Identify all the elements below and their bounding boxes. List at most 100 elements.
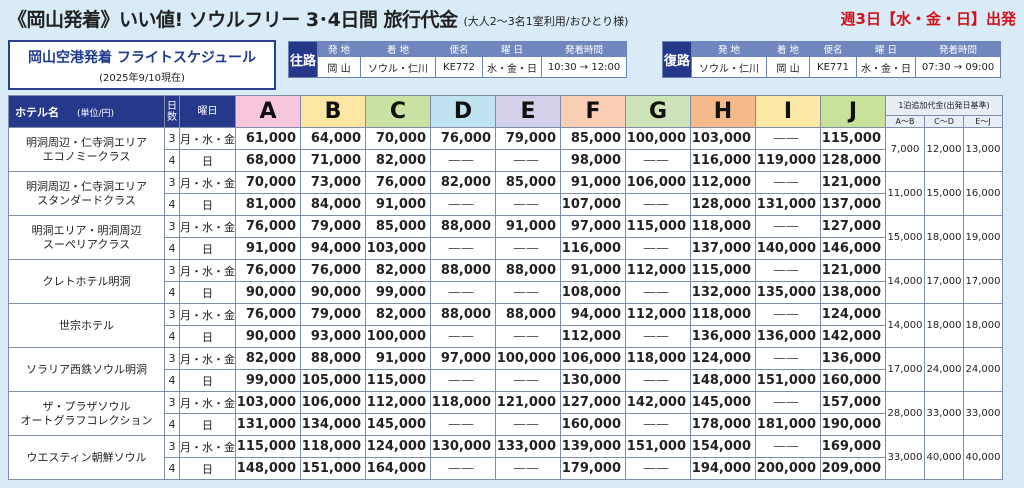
- price-row: 4 日 148,000 151,000 164,000 —— —— 179,000 —— 194,…: [9, 457, 1003, 480]
- price-cell: 121,000: [820, 259, 886, 282]
- price-cell-unavailable: ——: [755, 259, 821, 282]
- price-column-b: B: [300, 95, 366, 128]
- price-column-j: J: [820, 95, 886, 128]
- price-cell-unavailable: ——: [495, 281, 561, 304]
- price-cell-unavailable: ——: [755, 347, 821, 370]
- days-count: 3: [164, 127, 180, 150]
- departure-weekdays: 日: [179, 325, 236, 348]
- col-header-from: 発 地: [691, 41, 767, 57]
- price-row: 明洞周辺・仁寺洞エリア スタンダードクラス 3 月・水・金 70,000 73,000 76…: [8, 171, 1003, 216]
- price-cell: 85,000: [560, 127, 626, 150]
- hotel-name: ソラリア西鉄ソウル明洞: [8, 347, 165, 392]
- price-cell: 107,000: [560, 193, 626, 216]
- price-row: 4 日 90,000 90,000 99,000 —— —— 108,000 —— 132,000…: [9, 281, 1003, 304]
- price-cell: 136,000: [820, 347, 886, 370]
- price-cell: 119,000: [755, 149, 821, 172]
- price-cell: 142,000: [820, 325, 886, 348]
- hotel-name: 明洞エリア・明洞周辺 スーペリアクラス: [8, 215, 165, 260]
- price-cell: 106,000: [300, 391, 366, 414]
- extra-night-price: 24,000: [963, 347, 1003, 392]
- price-cell: 85,000: [495, 171, 561, 194]
- departure-weekdays: 月・水・金: [179, 127, 236, 150]
- price-cell: 137,000: [820, 193, 886, 216]
- price-cell: 61,000: [235, 127, 301, 150]
- price-basis-note: (大人2〜3名1室利用/おひとり様): [463, 15, 629, 28]
- price-cell: 91,000: [235, 237, 301, 260]
- price-cell: 138,000: [820, 281, 886, 304]
- days-header: 日数: [164, 95, 180, 128]
- price-cell: 181,000: [755, 413, 821, 436]
- price-cell: 100,000: [365, 325, 431, 348]
- days-count: 4: [164, 413, 180, 436]
- price-row: 4 日 99,000 105,000 115,000 —— —— 130,000 —— 148,0…: [9, 369, 1003, 392]
- price-cell-unavailable: ——: [495, 457, 561, 480]
- return-to: 岡 山: [766, 56, 810, 78]
- price-cell: 99,000: [235, 369, 301, 392]
- days-count: 3: [164, 171, 180, 194]
- outbound-to: ソウル・仁川: [360, 56, 436, 78]
- price-row: 世宗ホテル 3 月・水・金 76,000 79,000 82,000 88,000 88,00…: [8, 303, 1003, 348]
- price-cell-unavailable: ——: [625, 369, 691, 392]
- col-header-days: 曜 日: [482, 41, 542, 57]
- price-cell-unavailable: ——: [495, 193, 561, 216]
- price-cell: 71,000: [300, 149, 366, 172]
- extra-night-col-header: C〜D: [924, 115, 964, 128]
- price-column-c: C: [365, 95, 431, 128]
- price-cell-unavailable: ——: [625, 281, 691, 304]
- price-cell: 97,000: [430, 347, 496, 370]
- hotel-name: ウエスティン朝鮮ソウル: [8, 435, 165, 480]
- price-cell: 76,000: [365, 171, 431, 194]
- outbound-flight-table: 往路 発 地 着 地 便名 曜 日 発着時間 岡 山 ソウル・仁川 KE772 …: [288, 41, 627, 78]
- price-cell-unavailable: ——: [625, 413, 691, 436]
- price-cell: 115,000: [625, 215, 691, 238]
- departure-weekdays: 月・水・金: [179, 303, 236, 326]
- price-cell: 118,000: [690, 303, 756, 326]
- price-cell: 88,000: [430, 215, 496, 238]
- price-column-e: E: [495, 95, 561, 128]
- price-cell: 93,000: [300, 325, 366, 348]
- flight-schedule-box: 岡山空港発着 フライトスケジュール (2025年9/10現在): [8, 40, 276, 90]
- price-cell-unavailable: ——: [430, 457, 496, 480]
- price-cell: 103,000: [690, 127, 756, 150]
- hotel-name-line: オートグラフコレクション: [20, 413, 153, 427]
- price-cell: 116,000: [690, 149, 756, 172]
- extra-night-price: 40,000: [924, 435, 964, 480]
- departure-weekdays: 月・水・金: [179, 391, 236, 414]
- hotel-name-header-label: ホテル名: [15, 105, 59, 119]
- price-cell-unavailable: ——: [625, 457, 691, 480]
- hotel-name-line: スタンダードクラス: [37, 193, 136, 207]
- price-cell: 151,000: [625, 435, 691, 458]
- col-header-from: 発 地: [317, 41, 361, 57]
- price-cell: 209,000: [820, 457, 886, 480]
- days-count: 4: [164, 457, 180, 480]
- price-cell: 85,000: [365, 215, 431, 238]
- price-cell: 68,000: [235, 149, 301, 172]
- price-cell: 94,000: [560, 303, 626, 326]
- price-cell: 103,000: [235, 391, 301, 414]
- outbound-label: 往路: [288, 41, 318, 78]
- price-cell: 146,000: [820, 237, 886, 260]
- price-cell: 76,000: [235, 303, 301, 326]
- price-cell: 164,000: [365, 457, 431, 480]
- price-cell: 108,000: [560, 281, 626, 304]
- price-cell: 128,000: [820, 149, 886, 172]
- price-cell-unavailable: ——: [430, 237, 496, 260]
- price-cell: 124,000: [820, 303, 886, 326]
- departure-days: 週3日【水・金・日】出発: [840, 10, 1016, 28]
- hotel-name-line: スーペリアクラス: [42, 237, 131, 251]
- price-cell: 103,000: [365, 237, 431, 260]
- hotel-name-line: ソラリア西鉄ソウル明洞: [26, 362, 147, 376]
- price-table: ホテル名 (単位/円) 日数 曜日 A B C D E F G H I J 1泊追加代金(出発日基準) A〜B…: [8, 95, 1003, 480]
- days-count: 4: [164, 193, 180, 216]
- extra-night-price: 40,000: [963, 435, 1003, 480]
- extra-night-price: 18,000: [963, 303, 1003, 348]
- price-cell: 91,000: [365, 347, 431, 370]
- extra-night-price: 14,000: [885, 303, 925, 348]
- extra-night-price: 18,000: [924, 303, 964, 348]
- extra-night-price: 15,000: [885, 215, 925, 260]
- price-cell: 88,000: [300, 347, 366, 370]
- price-cell: 169,000: [820, 435, 886, 458]
- col-header-to: 着 地: [360, 41, 436, 57]
- price-cell: 127,000: [820, 215, 886, 238]
